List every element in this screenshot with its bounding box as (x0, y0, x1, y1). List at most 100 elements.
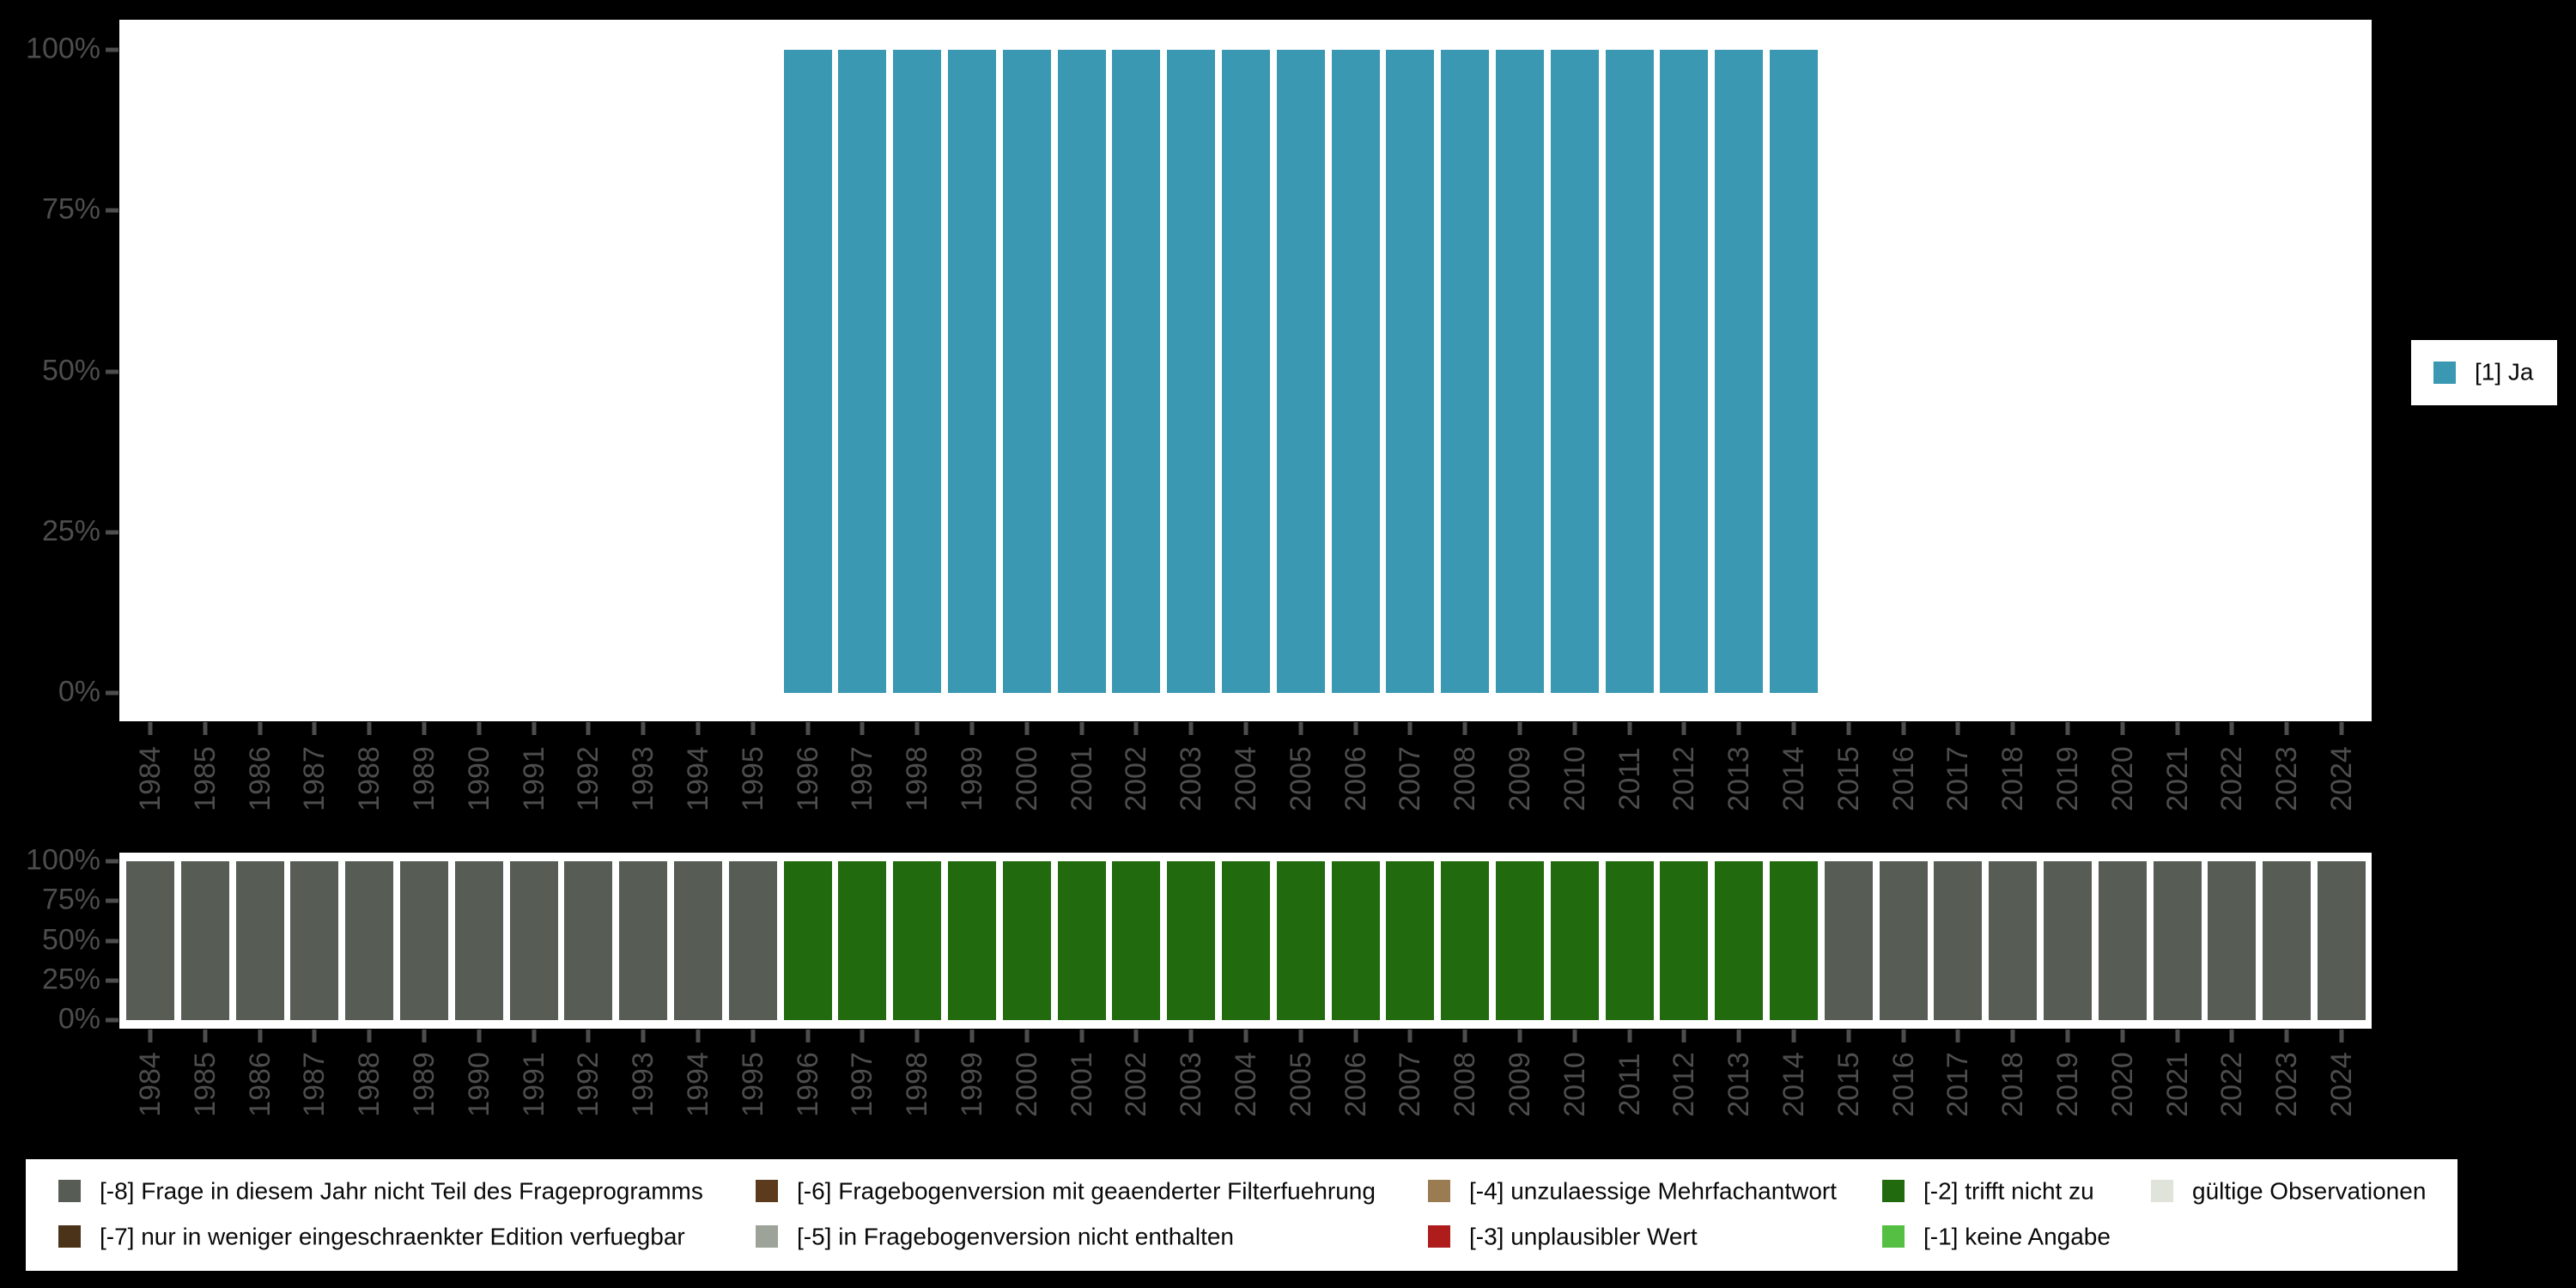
bar-1997[interactable] (838, 50, 887, 693)
bar-2000[interactable] (1002, 50, 1051, 693)
x-axis-label-2022: 2022 (2215, 746, 2249, 811)
bar-1984-missing[interactable] (126, 861, 174, 1020)
bar-1987-missing[interactable] (290, 861, 339, 1020)
bar-2011[interactable] (1605, 50, 1654, 693)
bar-1985-missing[interactable] (180, 861, 229, 1020)
legend-item-minus5-swatch (756, 1225, 778, 1248)
legend-item-minus7-label: [-7] nur in weniger eingeschraenkter Edi… (100, 1223, 685, 1250)
bar-1999[interactable] (948, 50, 996, 693)
x-axis-label-2003: 2003 (1175, 1052, 1208, 1117)
bar-1995-missing[interactable] (728, 861, 777, 1020)
bar-2012[interactable] (1660, 50, 1709, 693)
bar-1998-missing[interactable] (893, 861, 942, 1020)
bar-2013-missing[interactable] (1715, 861, 1764, 1020)
bar-2003[interactable] (1167, 50, 1216, 693)
legend-item-minus3-label: [-3] unplausibler Wert (1469, 1223, 1698, 1250)
bar-1998[interactable] (893, 50, 942, 693)
x-axis-label-1995: 1995 (736, 746, 769, 811)
bar-2005[interactable] (1276, 50, 1325, 693)
bar-1992-missing[interactable] (564, 861, 613, 1020)
bar-1989-missing[interactable] (400, 861, 448, 1020)
x-axis-label-2014: 2014 (1777, 746, 1810, 811)
x-axis-label-1989: 1989 (408, 1052, 440, 1117)
x-axis-tick (2175, 722, 2180, 735)
x-axis-label-2023: 2023 (2270, 746, 2304, 811)
bar-2011-missing[interactable] (1605, 861, 1654, 1020)
x-axis-label-2018: 2018 (1996, 746, 2030, 811)
legend-item-minus7-swatch (58, 1225, 81, 1248)
bar-2012-missing[interactable] (1660, 861, 1709, 1020)
bar-1999-missing[interactable] (948, 861, 996, 1020)
x-axis-tick (532, 722, 537, 735)
bar-2021-missing[interactable] (2153, 861, 2202, 1020)
bar-1991-missing[interactable] (509, 861, 558, 1020)
bar-1993-missing[interactable] (619, 861, 668, 1020)
bar-2008-missing[interactable] (1441, 861, 1490, 1020)
bar-2001-missing[interactable] (1057, 861, 1106, 1020)
bar-2010[interactable] (1550, 50, 1599, 693)
bar-2024-missing[interactable] (2318, 861, 2366, 1020)
bar-2002[interactable] (1112, 50, 1161, 693)
bar-2009[interactable] (1496, 50, 1544, 693)
y-axis-label: 100% (26, 32, 100, 65)
bar-2013[interactable] (1715, 50, 1764, 693)
legend-item-minus4-label: [-4] unzulaessige Mehrfachantwort (1469, 1177, 1837, 1205)
x-axis-tick (1298, 1030, 1303, 1042)
x-axis-tick (2229, 1030, 2234, 1042)
bar-2014-missing[interactable] (1770, 861, 1818, 1020)
x-axis-label-2013: 2013 (1722, 746, 1756, 811)
x-axis-tick (1243, 1030, 1249, 1042)
bar-2007[interactable] (1386, 50, 1435, 693)
x-axis-tick (1846, 1030, 1851, 1042)
x-axis-tick (914, 722, 920, 735)
bar-2014[interactable] (1770, 50, 1818, 693)
bar-2006-missing[interactable] (1331, 861, 1380, 1020)
x-axis-tick (203, 722, 208, 735)
bar-2000-missing[interactable] (1002, 861, 1051, 1020)
bar-2009-missing[interactable] (1496, 861, 1544, 1020)
y-axis-tick (106, 530, 118, 535)
bar-1990-missing[interactable] (454, 861, 503, 1020)
bar-2002-missing[interactable] (1112, 861, 1161, 1020)
bar-1986-missing[interactable] (235, 861, 284, 1020)
answers-legend-swatch (2433, 361, 2456, 384)
x-axis-tick (1791, 1030, 1796, 1042)
bar-2010-missing[interactable] (1550, 861, 1599, 1020)
y-axis-tick (106, 898, 118, 903)
bar-2022-missing[interactable] (2208, 861, 2257, 1020)
bar-2005-missing[interactable] (1276, 861, 1325, 1020)
x-axis-tick (1681, 722, 1686, 735)
x-axis-tick (1572, 722, 1577, 735)
x-axis-tick (367, 722, 372, 735)
bar-2003-missing[interactable] (1167, 861, 1216, 1020)
bar-2017-missing[interactable] (1934, 861, 1983, 1020)
bar-2016-missing[interactable] (1879, 861, 1928, 1020)
y-axis-tick (106, 939, 118, 943)
bar-1994-missing[interactable] (674, 861, 722, 1020)
legend-item-valid-swatch (2151, 1180, 2173, 1202)
bar-1997-missing[interactable] (838, 861, 887, 1020)
bar-2004[interactable] (1222, 50, 1270, 693)
x-axis-tick (641, 722, 646, 735)
bar-1988-missing[interactable] (345, 861, 394, 1020)
bar-2007-missing[interactable] (1386, 861, 1435, 1020)
bar-1996-missing[interactable] (783, 861, 832, 1020)
x-axis-tick (586, 1030, 591, 1042)
bar-2023-missing[interactable] (2263, 861, 2312, 1020)
bar-2019-missing[interactable] (2044, 861, 2092, 1020)
x-axis-label-1985: 1985 (188, 746, 222, 811)
bar-2015-missing[interactable] (1824, 861, 1873, 1020)
x-axis-tick (1079, 1030, 1084, 1042)
bar-2020-missing[interactable] (2098, 861, 2147, 1020)
bar-1996[interactable] (783, 50, 832, 693)
x-axis-label-1993: 1993 (627, 746, 660, 811)
bar-2004-missing[interactable] (1222, 861, 1270, 1020)
bar-2006[interactable] (1331, 50, 1380, 693)
answers-legend-label: [1] Ja (2475, 358, 2534, 386)
bar-2001[interactable] (1057, 50, 1106, 693)
x-axis-label-2024: 2024 (2325, 746, 2358, 811)
bar-2018-missing[interactable] (1989, 861, 2038, 1020)
y-axis-label: 25% (41, 514, 100, 548)
x-axis-tick (2284, 722, 2289, 735)
bar-2008[interactable] (1441, 50, 1490, 693)
